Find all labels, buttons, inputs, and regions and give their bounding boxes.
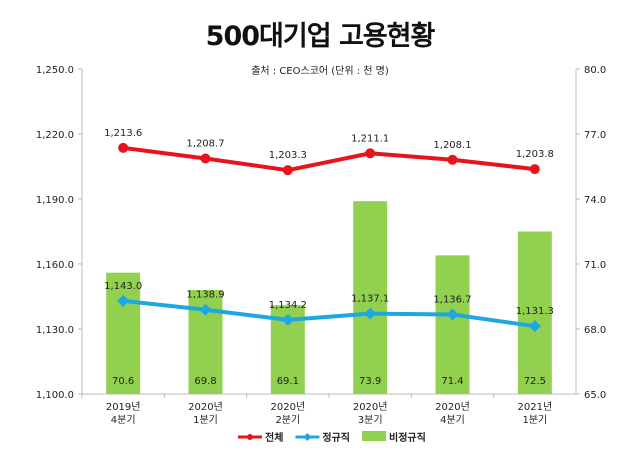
point-전체: [282, 165, 293, 176]
point-정규직: [528, 320, 541, 333]
legend-marker: [303, 433, 312, 441]
left-tick-label: 1,100.0: [36, 390, 74, 401]
point-정규직: [199, 303, 212, 316]
line-data-label: 1,203.8: [516, 149, 554, 160]
left-tick-label: 1,250.0: [36, 65, 74, 76]
line-data-label: 1,131.3: [516, 306, 554, 317]
left-tick-label: 1,190.0: [36, 195, 74, 206]
chart-subtitle: 출처 : CEO스코어 (단위 : 천 명): [251, 64, 389, 77]
right-tick-label: 77.0: [584, 130, 606, 141]
left-tick-label: 1,130.0: [36, 325, 74, 336]
line-data-label: 1,137.1: [351, 294, 389, 305]
point-전체: [118, 142, 129, 153]
line-data-label: 1,134.2: [269, 300, 307, 311]
x-tick-label: 2020년: [353, 401, 388, 413]
legend-label: 정규직: [322, 431, 350, 444]
point-정규직: [281, 313, 294, 326]
x-tick-label: 1분기: [522, 414, 547, 426]
point-전체: [365, 148, 376, 159]
bar-data-label: 69.1: [277, 376, 299, 387]
bar-data-label: 71.4: [441, 376, 463, 387]
x-tick-label: 2019년: [106, 401, 141, 413]
point-정규직: [117, 294, 130, 307]
bar-data-label: 69.8: [194, 376, 216, 387]
chart-title: 500대기업 고용현황: [205, 21, 436, 52]
bar-data-label: 72.5: [524, 376, 546, 387]
x-tick-label: 1분기: [193, 414, 218, 426]
line-data-label: 1,138.9: [186, 290, 224, 301]
point-전체: [447, 154, 458, 165]
legend-swatch-비정규직: [362, 431, 387, 441]
right-tick-label: 74.0: [584, 195, 606, 206]
line-data-label: 1,213.6: [104, 128, 142, 139]
x-tick-label: 2021년: [518, 401, 553, 413]
bar-data-label: 73.9: [359, 376, 381, 387]
bar-비정규직: [106, 272, 141, 394]
right-tick-label: 65.0: [584, 390, 606, 401]
left-tick-label: 1,220.0: [36, 130, 74, 141]
point-정규직: [364, 307, 377, 320]
x-tick-label: 3분기: [358, 414, 383, 426]
x-tick-label: 4분기: [440, 414, 465, 426]
line-data-label: 1,136.7: [433, 294, 471, 305]
x-tick-label: 2분기: [275, 414, 300, 426]
line-data-label: 1,203.3: [269, 150, 307, 161]
point-전체: [529, 164, 540, 175]
line-전체: [122, 145, 536, 173]
point-정규직: [446, 308, 459, 321]
legend-label: 비정규직: [389, 431, 426, 444]
bar-비정규직: [353, 201, 388, 394]
bar-data-label: 70.6: [112, 376, 134, 387]
left-tick-label: 1,160.0: [36, 260, 74, 271]
line-data-label: 1,211.1: [351, 133, 389, 144]
bar-비정규직: [435, 255, 470, 394]
line-data-label: 1,208.1: [433, 140, 471, 151]
x-tick-label: 2020년: [271, 401, 306, 413]
x-tick-label: 2020년: [435, 401, 470, 413]
legend-marker: [247, 434, 253, 440]
right-tick-label: 80.0: [584, 65, 606, 76]
bar-비정규직: [517, 231, 552, 394]
legend-label: 전체: [265, 431, 283, 444]
line-data-label: 1,208.7: [186, 138, 224, 149]
x-tick-label: 4분기: [111, 414, 136, 426]
line-data-label: 1,143.0: [104, 281, 142, 292]
point-전체: [200, 153, 211, 164]
line-정규직: [122, 298, 536, 329]
x-tick-label: 2020년: [188, 401, 223, 413]
right-tick-label: 68.0: [584, 325, 606, 336]
right-tick-label: 71.0: [584, 260, 606, 271]
